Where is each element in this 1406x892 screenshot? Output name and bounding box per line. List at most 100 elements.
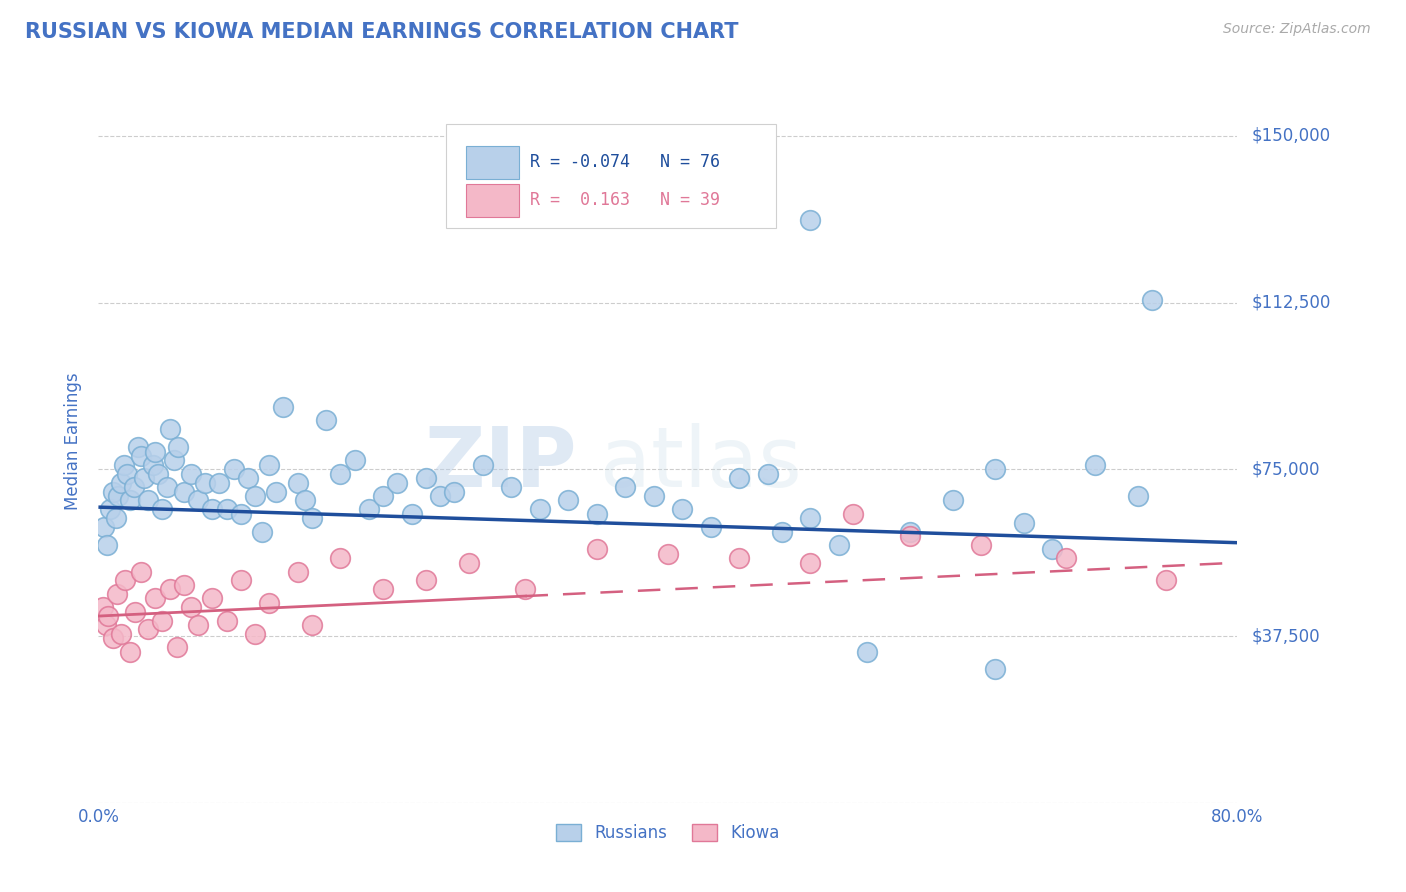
Point <box>443 484 465 499</box>
Point <box>98 502 121 516</box>
FancyBboxPatch shape <box>467 184 519 217</box>
Point <box>1040 542 1063 557</box>
Point <box>180 600 202 615</box>
Point <box>173 484 195 499</box>
Point <box>166 640 188 655</box>
Text: atlas: atlas <box>599 423 801 504</box>
Point <box>236 471 259 485</box>
Point <box>129 565 152 579</box>
Point <box>343 453 366 467</box>
Text: $150,000: $150,000 <box>1251 127 1330 145</box>
Point <box>93 520 115 534</box>
Point <box>1084 458 1107 472</box>
Point <box>107 489 129 503</box>
Point <box>215 614 238 628</box>
Point <box>984 462 1007 476</box>
Point <box>799 511 821 525</box>
Point <box>401 507 423 521</box>
Text: $37,500: $37,500 <box>1251 627 1320 645</box>
Point <box>415 574 437 588</box>
Point <box>145 444 167 458</box>
Point <box>243 627 266 641</box>
Text: Source: ZipAtlas.com: Source: ZipAtlas.com <box>1223 22 1371 37</box>
Point <box>112 458 135 472</box>
Text: R = -0.074   N = 76: R = -0.074 N = 76 <box>530 153 720 171</box>
Point <box>1126 489 1149 503</box>
Point <box>515 582 537 597</box>
Point <box>585 542 607 557</box>
Point <box>101 632 124 646</box>
Point <box>329 551 352 566</box>
Point <box>756 467 779 481</box>
Point <box>898 529 921 543</box>
Point <box>842 507 865 521</box>
Point <box>222 462 245 476</box>
Point <box>287 475 309 490</box>
Legend: Russians, Kiowa: Russians, Kiowa <box>550 817 786 848</box>
Point <box>294 493 316 508</box>
Point <box>101 484 124 499</box>
Point <box>114 574 136 588</box>
Point <box>614 480 637 494</box>
Point <box>471 458 494 472</box>
Point <box>643 489 665 503</box>
Point <box>273 400 295 414</box>
Point <box>156 480 179 494</box>
Point <box>315 413 337 427</box>
Point <box>728 551 751 566</box>
Text: $75,000: $75,000 <box>1251 460 1320 478</box>
Point <box>1056 551 1078 566</box>
Point <box>118 645 141 659</box>
Point <box>942 493 965 508</box>
Point <box>97 609 120 624</box>
Point <box>529 502 551 516</box>
Point <box>357 502 380 516</box>
Point <box>557 493 579 508</box>
Point <box>429 489 451 503</box>
Point <box>828 538 851 552</box>
Point <box>457 556 479 570</box>
Y-axis label: Median Earnings: Median Earnings <box>65 373 83 510</box>
Point <box>96 538 118 552</box>
Point <box>91 600 114 615</box>
Point <box>898 524 921 539</box>
Point <box>657 547 679 561</box>
Point <box>194 475 217 490</box>
Point <box>799 213 821 227</box>
Point <box>201 502 224 516</box>
Point <box>301 618 323 632</box>
Point <box>329 467 352 481</box>
Point <box>163 453 186 467</box>
Point <box>124 605 146 619</box>
Point <box>266 484 288 499</box>
Point <box>104 511 127 525</box>
Point <box>585 507 607 521</box>
Point <box>132 471 155 485</box>
Point <box>187 618 209 632</box>
FancyBboxPatch shape <box>446 124 776 228</box>
Point <box>301 511 323 525</box>
Point <box>1012 516 1035 530</box>
Point <box>243 489 266 503</box>
Point <box>287 565 309 579</box>
Point <box>141 458 163 472</box>
Point <box>127 440 149 454</box>
Point <box>148 467 170 481</box>
Point <box>136 493 159 508</box>
Point <box>371 489 394 503</box>
Point <box>115 467 138 481</box>
Point <box>173 578 195 592</box>
Point <box>159 582 181 597</box>
Text: RUSSIAN VS KIOWA MEDIAN EARNINGS CORRELATION CHART: RUSSIAN VS KIOWA MEDIAN EARNINGS CORRELA… <box>25 22 738 42</box>
Text: R =  0.163   N = 39: R = 0.163 N = 39 <box>530 192 720 210</box>
Point <box>129 449 152 463</box>
Point <box>799 556 821 570</box>
Point <box>110 627 132 641</box>
Point <box>208 475 231 490</box>
Point <box>187 493 209 508</box>
Point <box>984 662 1007 676</box>
Point <box>699 520 721 534</box>
Point <box>145 591 167 606</box>
Text: ZIP: ZIP <box>425 423 576 504</box>
Point <box>259 596 281 610</box>
